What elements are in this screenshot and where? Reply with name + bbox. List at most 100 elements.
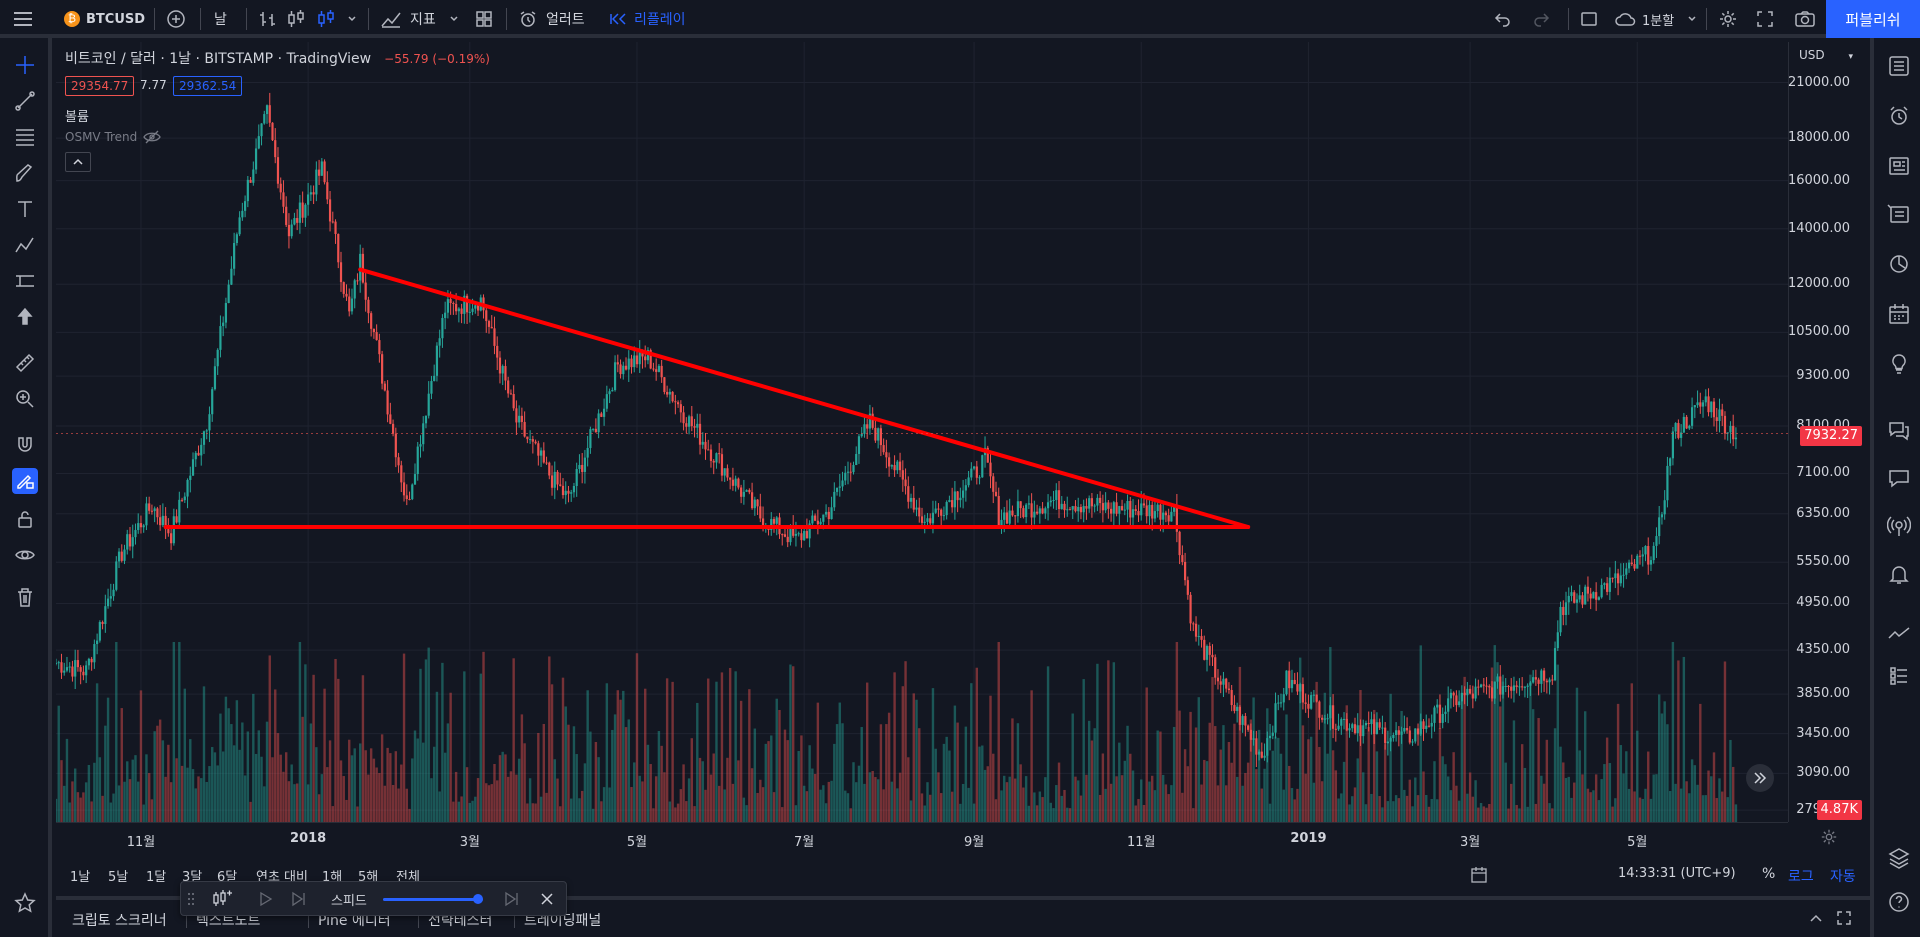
brush-icon[interactable]	[12, 160, 38, 186]
auto-scale-toggle[interactable]: 자동	[1830, 869, 1856, 885]
alert-button[interactable]: 얼러트	[518, 0, 585, 38]
volume-bar	[654, 776, 658, 822]
calendar-icon[interactable]	[1470, 866, 1490, 886]
candle-body	[972, 466, 976, 469]
trash-icon[interactable]	[12, 584, 38, 610]
layout-square-icon[interactable]	[1580, 0, 1598, 38]
candle-body	[1011, 510, 1014, 516]
collapse-legend-button[interactable]	[65, 152, 91, 172]
volume-bar	[1652, 774, 1655, 822]
magnet-icon[interactable]	[12, 432, 38, 458]
layers-icon[interactable]	[1885, 844, 1913, 872]
candle-style-icon[interactable]	[286, 0, 306, 38]
candle-body	[1244, 716, 1247, 726]
symbol-search-button[interactable]: ₿ BTCUSD	[64, 0, 145, 38]
log-scale-toggle[interactable]: 로그	[1788, 869, 1814, 885]
layout-button[interactable]: 1분할	[1614, 0, 1674, 38]
streams-icon[interactable]	[1885, 512, 1913, 540]
volume-indicator-label[interactable]: 볼륨	[65, 110, 89, 125]
stay-in-drawing-mode-icon[interactable]	[12, 468, 38, 494]
object-tree-icon[interactable]	[1885, 662, 1913, 690]
play-icon[interactable]	[259, 891, 273, 911]
bottom-tab[interactable]: 크립토 스크리너	[72, 913, 167, 929]
ruler-icon[interactable]	[12, 350, 38, 376]
camera-icon[interactable]	[1794, 0, 1816, 38]
fullscreen-icon[interactable]	[1756, 0, 1774, 38]
select-bar-icon[interactable]	[211, 889, 233, 913]
pattern-icon[interactable]	[12, 232, 38, 258]
undo-icon[interactable]	[1494, 0, 1512, 38]
lightbulb-icon[interactable]	[1885, 350, 1913, 378]
speed-slider[interactable]	[383, 894, 483, 904]
eye-icon[interactable]	[12, 542, 38, 568]
bar-style-icon[interactable]	[258, 0, 278, 38]
range-button[interactable]: 5날	[108, 870, 129, 885]
comment-icon[interactable]	[1885, 464, 1913, 492]
osmv-indicator-label[interactable]: OSMV Trend	[65, 130, 162, 144]
menu-icon[interactable]	[12, 0, 34, 38]
pine-trend-icon[interactable]	[1885, 620, 1913, 648]
bottom-tab[interactable]: 트레이딩패널	[524, 913, 602, 929]
chats-icon[interactable]	[1885, 416, 1913, 444]
indicators-button[interactable]: 지표	[380, 0, 436, 38]
percent-scale-toggle[interactable]: %	[1762, 866, 1776, 882]
step-forward-icon[interactable]	[291, 891, 307, 911]
chart-settings-gear-icon[interactable]	[1820, 828, 1838, 850]
chevron-down-icon[interactable]	[1686, 0, 1698, 38]
candle-body	[570, 492, 573, 494]
news-icon[interactable]	[1885, 152, 1913, 180]
candle-body	[211, 389, 214, 415]
volume-bar	[750, 768, 754, 822]
maximize-icon[interactable]	[1836, 910, 1852, 930]
zoom-in-icon[interactable]	[12, 386, 38, 412]
star-icon[interactable]	[12, 890, 38, 916]
calendar-icon[interactable]	[1885, 300, 1913, 328]
chevron-up-icon[interactable]	[1808, 910, 1824, 930]
trend-line-icon[interactable]	[12, 88, 38, 114]
jump-to-realtime-icon[interactable]	[504, 891, 520, 911]
help-icon[interactable]	[1885, 888, 1913, 916]
bottom-tab[interactable]: 텍스트노트	[196, 913, 261, 929]
range-button[interactable]: 1달	[146, 870, 167, 885]
volume-bar	[887, 712, 891, 822]
hotlist-icon[interactable]	[1885, 250, 1913, 278]
gear-icon[interactable]	[1718, 0, 1738, 38]
alarm-clock-icon[interactable]	[1885, 102, 1913, 130]
fib-retracement-icon[interactable]	[12, 124, 38, 150]
hollow-candle-icon[interactable]	[316, 0, 336, 38]
crosshair-icon[interactable]	[12, 52, 38, 78]
candle-body	[476, 305, 480, 311]
prediction-icon[interactable]	[12, 268, 38, 294]
volume-bar	[257, 730, 260, 822]
drag-handle-icon[interactable]	[187, 891, 195, 911]
publish-button[interactable]: 퍼블리쉬	[1826, 0, 1920, 38]
redo-icon[interactable]	[1532, 0, 1550, 38]
compare-button[interactable]	[166, 0, 186, 38]
arrow-up-icon[interactable]	[12, 304, 38, 330]
interval-button[interactable]: 날	[214, 0, 227, 38]
price-axis[interactable]: USD ▾ 21000.00 18000.00 16000.00 14000.00 12…	[1788, 42, 1870, 822]
volume-bar	[830, 780, 833, 822]
speed-slider-handle[interactable]	[473, 894, 483, 904]
templates-grid-icon[interactable]	[474, 0, 494, 38]
chevron-down-icon[interactable]	[346, 0, 358, 38]
scroll-to-realtime-button[interactable]	[1746, 764, 1774, 792]
currency-selector[interactable]: USD ▾	[1799, 48, 1853, 62]
replay-button[interactable]: 리플레이	[610, 0, 686, 38]
lock-icon[interactable]	[12, 506, 38, 532]
bottom-tab[interactable]: 전략테스터	[428, 913, 493, 929]
watchlist-icon[interactable]	[1885, 52, 1913, 80]
candle-body	[1422, 721, 1425, 729]
bell-icon[interactable]	[1885, 560, 1913, 588]
text-icon[interactable]	[12, 196, 38, 222]
clock-display[interactable]: 14:33:31 (UTC+9)	[1618, 866, 1736, 881]
bottom-tab[interactable]: Pine 에디터	[318, 913, 391, 929]
chevron-down-icon[interactable]	[448, 0, 460, 38]
time-axis[interactable]: 11월 2018 3월 5월 7월 9월 11월 2019 3월 5월	[56, 822, 1788, 852]
range-button[interactable]: 1날	[70, 870, 91, 885]
data-window-icon[interactable]	[1885, 200, 1913, 228]
close-icon[interactable]	[539, 891, 555, 911]
price-chart[interactable]	[56, 42, 1788, 822]
eye-hidden-icon[interactable]	[143, 130, 162, 144]
volume-bar	[271, 757, 274, 822]
